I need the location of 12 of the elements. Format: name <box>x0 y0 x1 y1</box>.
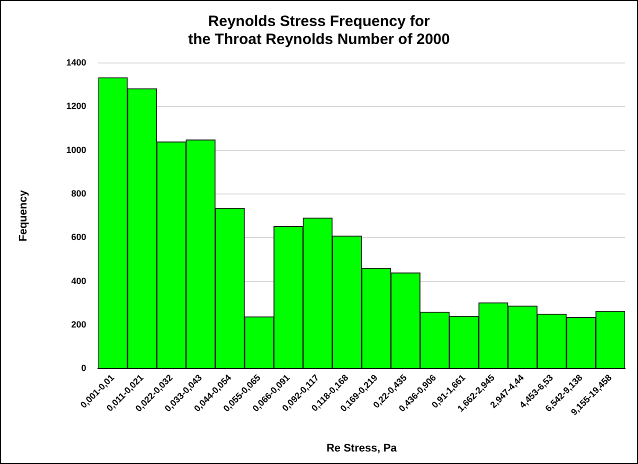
y-tick-label: 800 <box>71 188 86 198</box>
y-tick-label: 1400 <box>66 57 86 68</box>
y-tick-label: 600 <box>71 232 86 242</box>
y-axis-title: Fequency <box>18 189 30 242</box>
y-tick-label: 1200 <box>66 101 86 112</box>
y-tick-label: 200 <box>71 319 86 330</box>
text: the Throat Reynolds Number of 2000 <box>188 31 450 48</box>
y-tick-label: 0 <box>81 363 86 374</box>
text: Reynolds Stress Frequency for <box>208 13 430 30</box>
x-axis-title: Re Stress, Pa <box>326 442 398 454</box>
y-tick-label: 1000 <box>66 144 86 155</box>
y-tick-label: 400 <box>71 276 86 286</box>
